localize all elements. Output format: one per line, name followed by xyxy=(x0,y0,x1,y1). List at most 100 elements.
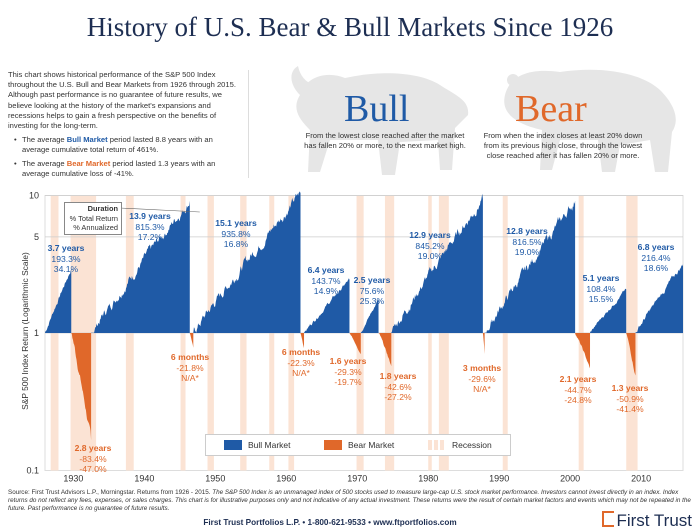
bull-market-area xyxy=(360,299,379,333)
bull-market-area xyxy=(193,191,301,333)
bull-period-label: 12.8 years 816.5% 19.0% xyxy=(506,226,548,258)
bullet-text: period lasted 1.3 years with an average … xyxy=(22,158,216,178)
bullet-bull: The average Bull Market period lasted 8.… xyxy=(14,135,236,155)
first-trust-logo: First Trust xyxy=(602,511,692,530)
period-annualized: 15.5% xyxy=(588,294,614,304)
period-total: 815.3% xyxy=(135,221,165,232)
x-tick-label: 2000 xyxy=(560,474,580,484)
period-annualized: -47.0% xyxy=(79,464,107,474)
period-duration: 1.8 years xyxy=(379,371,417,381)
bull-market-area xyxy=(484,200,576,333)
bull-period-label: 2.5 years 75.6% 25.3% xyxy=(354,275,391,307)
callout-key: Duration % Total Return % Annualized xyxy=(64,202,122,235)
period-duration: 1.6 years xyxy=(329,356,367,366)
legend-label-bull: Bull Market xyxy=(248,440,291,450)
period-duration: 6.8 years xyxy=(637,242,675,252)
bear-market-area xyxy=(300,333,305,349)
bull-period-label: 3.7 years 193.3% 34.1% xyxy=(48,243,85,275)
callout-annualized: % Annualized xyxy=(73,223,118,233)
period-annualized: 18.6% xyxy=(643,263,669,273)
bear-period-label: 2.8 years -83.4% -47.0% xyxy=(75,443,112,475)
period-duration: 12.8 years xyxy=(506,226,548,236)
bear-period-label: 2.1 years -44.7% -24.8% xyxy=(560,374,597,406)
period-total: -50.9% xyxy=(616,393,644,404)
period-duration: 1.3 years xyxy=(611,383,649,393)
period-total: -29.3% xyxy=(334,366,362,377)
callout-duration: Duration xyxy=(87,204,118,213)
bull-period-label: 13.9 years 815.3% 17.2% xyxy=(129,211,171,243)
bull-period-label: 5.1 years 108.4% 15.5% xyxy=(583,273,620,305)
period-annualized: 19.0% xyxy=(514,247,540,257)
period-annualized: N/A* xyxy=(181,373,199,383)
period-annualized: 25.3% xyxy=(359,296,385,306)
bull-period-label: 6.4 years 143.7% 14.9% xyxy=(308,265,345,297)
bear-market-area xyxy=(349,333,361,354)
x-tick-label: 1970 xyxy=(347,474,367,484)
period-duration: 3 months xyxy=(462,363,502,373)
bear-period-label: 6 months -21.8% N/A* xyxy=(171,352,209,384)
period-total: -42.6% xyxy=(384,381,412,392)
period-annualized: 34.1% xyxy=(53,264,79,274)
legend-label-bear: Bear Market xyxy=(348,440,395,450)
period-annualized: -27.2% xyxy=(384,392,412,402)
period-annualized: 17.2% xyxy=(137,232,163,242)
period-annualized: -24.8% xyxy=(564,395,592,405)
intro-bullets: The average Bull Market period lasted 8.… xyxy=(8,135,236,179)
period-duration: 5.1 years xyxy=(582,273,620,283)
bull-market-area xyxy=(91,200,190,333)
x-tick-label: 1950 xyxy=(205,474,225,484)
period-annualized: 14.9% xyxy=(313,286,339,296)
period-total: -29.6% xyxy=(468,373,496,384)
x-tick-label: 1960 xyxy=(276,474,296,484)
page-title: History of U.S. Bear & Bull Markets Sinc… xyxy=(86,12,614,42)
intro-text: This chart shows historical performance … xyxy=(8,70,236,182)
logo-text: First Trust xyxy=(616,511,692,530)
period-total: 143.7% xyxy=(311,275,341,286)
source-disclaimer: The S&P 500 Index is an unmanaged index … xyxy=(8,489,691,512)
bear-market-area xyxy=(626,333,636,376)
y-tick-label: 10 xyxy=(29,191,39,201)
bull-heading: Bull xyxy=(344,88,410,130)
y-tick-label: 0.1 xyxy=(26,466,39,476)
bullet-bear: The average Bear Market period lasted 1.… xyxy=(14,158,236,179)
x-tick-label: 2010 xyxy=(631,474,651,484)
source-plain: Source: First Trust Advisors L.P., Morni… xyxy=(8,489,213,496)
bear-heading: Bear xyxy=(515,88,587,130)
period-annualized: 19.0% xyxy=(417,251,443,261)
period-duration: 6 months xyxy=(170,352,210,362)
bull-market-area xyxy=(304,278,350,333)
period-duration: 6.4 years xyxy=(307,265,345,275)
bear-period-label: 6 months -22.3% N/A* xyxy=(282,347,320,379)
bull-period-label: 6.8 years 216.4% 18.6% xyxy=(638,242,675,274)
bull-silhouette-icon xyxy=(291,66,469,175)
bear-market-area xyxy=(189,333,194,348)
bear-market-area xyxy=(71,333,92,441)
period-annualized: -19.7% xyxy=(334,377,362,387)
period-duration: 2.1 years xyxy=(559,374,597,384)
period-total: 816.5% xyxy=(512,236,542,247)
period-annualized: -41.4% xyxy=(616,404,644,414)
intro-paragraph: This chart shows historical performance … xyxy=(8,70,236,131)
bear-market-area xyxy=(575,333,591,369)
bull-period-label: 12.9 years 845.2% 19.0% xyxy=(409,230,451,262)
legend: Bull Market Bear Market Recession xyxy=(205,434,511,456)
bear-description: From when the index closes at least 20% … xyxy=(483,131,643,160)
period-duration: 15.1 years xyxy=(215,218,257,228)
period-total: 108.4% xyxy=(586,283,616,294)
period-total: 935.8% xyxy=(221,228,251,239)
bear-market-area xyxy=(378,333,392,367)
divider xyxy=(248,70,249,178)
x-tick-label: 1940 xyxy=(134,474,154,484)
legend-swatch-recession xyxy=(428,440,446,450)
contact-line: First Trust Portfolios L.P. • 1-800-621-… xyxy=(203,518,457,527)
bull-market-area xyxy=(590,288,627,333)
legend-label-recession: Recession xyxy=(452,440,492,450)
callout-leader xyxy=(119,207,200,213)
callout-total: % Total Return xyxy=(69,213,118,223)
period-duration: 2.8 years xyxy=(74,443,112,453)
period-annualized: 16.8% xyxy=(223,239,249,249)
bear-keyword: Bear Market xyxy=(66,158,111,168)
